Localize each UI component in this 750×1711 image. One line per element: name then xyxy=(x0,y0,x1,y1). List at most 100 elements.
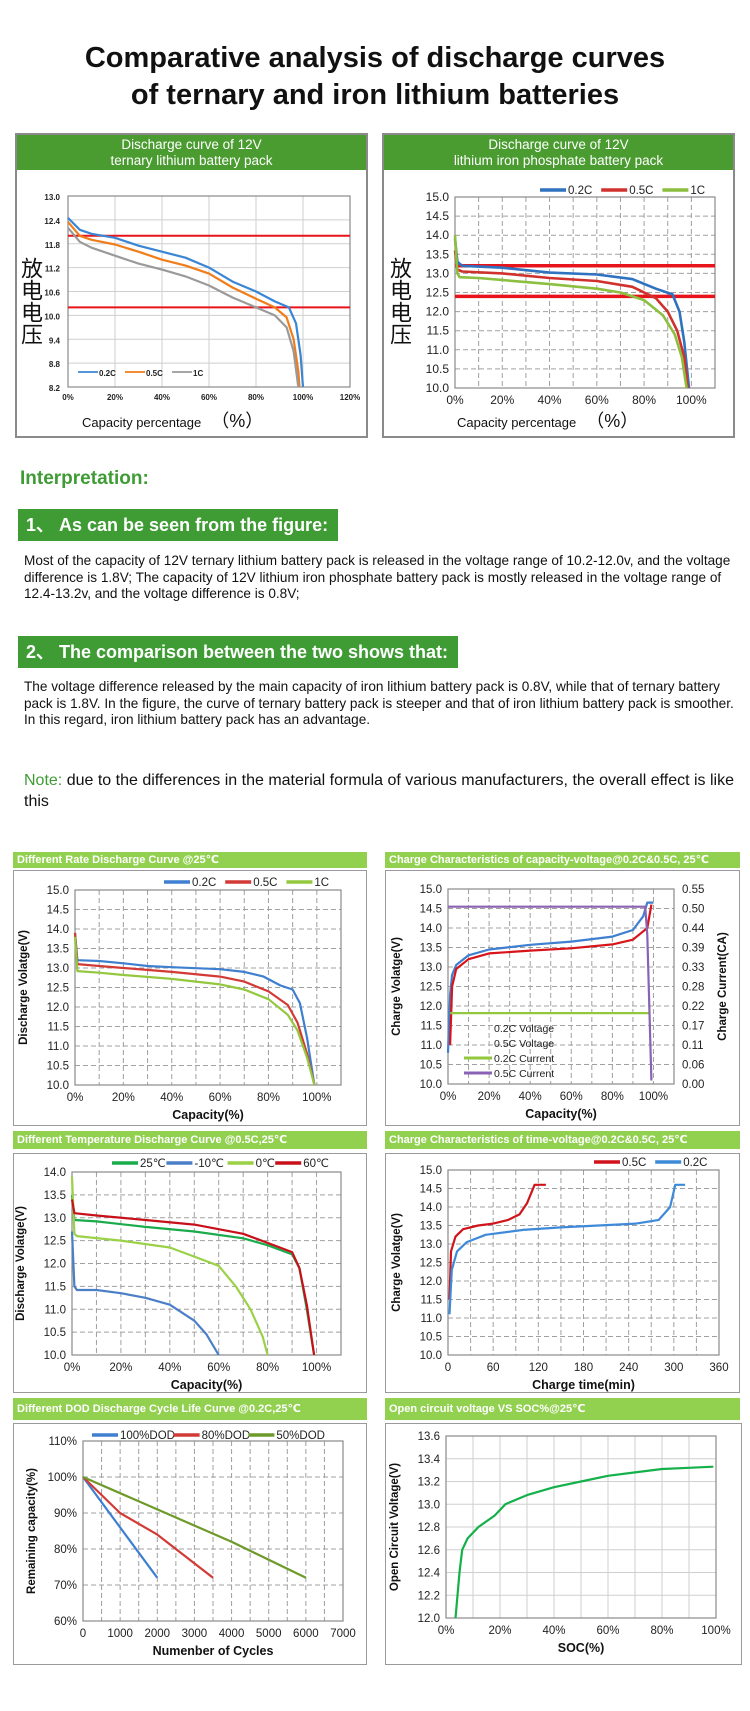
y2-tick-label: 0.11 xyxy=(682,1040,704,1052)
chart-header: Different DOD Discharge Cycle Life Curve… xyxy=(13,1398,367,1420)
y-tick-label: 11.0 xyxy=(427,343,450,357)
chart-d: 0% 20% 40% 60% 80% 100% 10.0 10.5 11.0 11.5 12.0 12… xyxy=(391,884,729,1121)
chart-title-line-2: lithium iron phosphate battery pack xyxy=(453,153,664,168)
y-tick-label: 11.5 xyxy=(427,324,450,338)
series-line-0-5c-voltage xyxy=(449,904,653,1046)
legend-item: 0.5C Voltage xyxy=(494,1038,554,1050)
chart-h-panel: 0% 20% 40% 60% 80% 100% 12.0 12.2 12.4 12.6 12.8 13… xyxy=(385,1423,742,1665)
x-tick-label: 0% xyxy=(438,1625,455,1637)
y-tick-label: 15.0 xyxy=(420,884,442,896)
y-tick-label: 12.6 xyxy=(418,1545,440,1557)
x-tick-label: 120 xyxy=(529,1362,548,1374)
legend-item: 1C xyxy=(172,369,203,378)
y-tick-label: 10.0 xyxy=(420,1079,442,1091)
x-tick-label: 80% xyxy=(632,393,656,407)
y-tick-label: 10.0 xyxy=(47,1080,69,1092)
y-axis-label: Remaining capacity(%) xyxy=(26,1468,38,1594)
page-title: Comparative analysis of discharge curves… xyxy=(0,40,750,114)
chart-title-line-1: Discharge curve of 12V xyxy=(488,137,629,152)
y-tick-label: 13.0 xyxy=(420,1239,442,1251)
x-axis-unit: （%） xyxy=(586,411,639,431)
x-tick-label: 40% xyxy=(542,1625,565,1637)
series-line-0-5c xyxy=(67,221,301,388)
x-tick-label: 5000 xyxy=(256,1628,282,1640)
y-tick-label: 12.5 xyxy=(44,1236,66,1248)
y-tick-label: 13.4 xyxy=(418,1454,441,1466)
y-axis-label: Charge Volatge(V) xyxy=(391,1213,403,1312)
y2-tick-label: 0.28 xyxy=(682,982,704,994)
y-tick-label: 12.0 xyxy=(47,1002,69,1014)
y-tick-label: 15.0 xyxy=(47,885,69,897)
title-line-1: Comparative analysis of discharge curves xyxy=(84,42,666,74)
series-line-0-5c xyxy=(448,1183,546,1300)
y-axis-label: Discharge Volatge(V) xyxy=(18,930,30,1045)
note: Note: due to the differences in the mate… xyxy=(24,770,734,812)
legend-label: 0.2C xyxy=(192,877,216,889)
y-tick-label: 12.5 xyxy=(426,286,450,300)
chart-b: 0% 20% 40% 60% 80% 100% 10.0 10.5 11.0 11.5 12.0 12… xyxy=(426,185,716,407)
y-tick-label: 11.0 xyxy=(44,1304,66,1316)
chart-title-line-1: Discharge curve of 12V xyxy=(121,137,262,152)
y-axis-label: Charge Volatge(V) xyxy=(391,937,403,1036)
y-tick-label: 14.5 xyxy=(426,209,450,223)
x-tick-label: 0 xyxy=(80,1628,86,1640)
chart-h: 0% 20% 40% 60% 80% 100% 12.0 12.2 12.4 12.6 12.8 13… xyxy=(389,1431,731,1655)
y-tick-label: 12.2 xyxy=(418,1590,440,1602)
y-tick-label: 12.8 xyxy=(418,1522,440,1534)
legend-label: 0.5C Voltage xyxy=(494,1038,554,1050)
series-line-100-dod xyxy=(82,1476,159,1579)
legend-label: 0.2C Current xyxy=(494,1053,554,1065)
y-tick-label: 12.0 xyxy=(420,1001,442,1013)
y-tick-label: 13.5 xyxy=(420,1221,442,1233)
x-tick-label: 80% xyxy=(257,1092,280,1104)
x-tick-label: 0% xyxy=(440,1091,457,1103)
x-tick-label: 20% xyxy=(488,1625,511,1637)
y-tick-label: 11.5 xyxy=(47,1022,69,1034)
y-tick-label: 10.0 xyxy=(44,312,60,321)
y-tick-label: 13.2 xyxy=(418,1477,440,1489)
y-tick-label: 70% xyxy=(54,1580,77,1592)
y-tick-label: 11.5 xyxy=(420,1021,442,1033)
y-tick-label: 11.0 xyxy=(47,1041,69,1053)
y-tick-label: 110% xyxy=(48,1436,77,1448)
chart-header: Different Temperature Discharge Curve @0… xyxy=(13,1131,367,1149)
chart-a-panel: Discharge curve of 12V ternary lithium ba… xyxy=(15,133,368,438)
legend-label: -10℃ xyxy=(194,1158,224,1170)
legend-item: 0.5C Current xyxy=(464,1068,554,1080)
series-line-0-5c xyxy=(453,250,690,389)
series-line-main xyxy=(454,1465,714,1619)
series-line--10- xyxy=(70,1231,220,1356)
legend-item: 80%DOD xyxy=(173,1430,250,1442)
y-tick-label: 8.8 xyxy=(49,360,61,369)
x-axis-label: Capacity(%) xyxy=(171,1378,243,1392)
y-tick-label: 11.0 xyxy=(420,1040,442,1052)
y-tick-label: 10.6 xyxy=(44,289,60,298)
legend-item: 1C xyxy=(662,185,705,197)
y-tick-label: 14.0 xyxy=(420,923,442,935)
series-line-25- xyxy=(70,1194,316,1356)
y-tick-label: 90% xyxy=(54,1508,77,1520)
legend-item: 0℃ xyxy=(227,1158,275,1170)
plot-frame xyxy=(447,888,675,1085)
x-tick-label: 100% xyxy=(302,1362,331,1374)
series-line-60- xyxy=(70,1199,316,1356)
legend-item: 25℃ xyxy=(112,1158,166,1170)
chart-header: Discharge curve of 12V lithium iron phosp… xyxy=(384,135,733,170)
legend-label: 60℃ xyxy=(303,1158,329,1170)
y-tick-label: 13.5 xyxy=(420,943,442,955)
x-tick-label: 80% xyxy=(650,1625,673,1637)
y2-tick-label: 0.50 xyxy=(682,904,704,916)
series-line-50-dod xyxy=(82,1475,307,1579)
plot-frame xyxy=(445,1435,717,1619)
y-tick-label: 13.5 xyxy=(44,1190,66,1202)
legend-item: 0.2C Voltage xyxy=(494,1023,554,1035)
y-tick-label: 11.8 xyxy=(45,241,61,250)
legend-item: -10℃ xyxy=(166,1158,224,1170)
y-tick-label: 10.0 xyxy=(426,381,450,395)
x-tick-label: 20% xyxy=(490,393,514,407)
title-line-2: of ternary and iron lithium batteries xyxy=(130,79,620,111)
x-tick-label: 1000 xyxy=(107,1628,133,1640)
x-tick-label: 60% xyxy=(201,393,217,402)
chart-e: 0% 20% 40% 60% 80% 100% 10.0 10.5 11.0 11.5 12.0 12… xyxy=(15,1158,342,1392)
plot-frame xyxy=(67,195,351,388)
